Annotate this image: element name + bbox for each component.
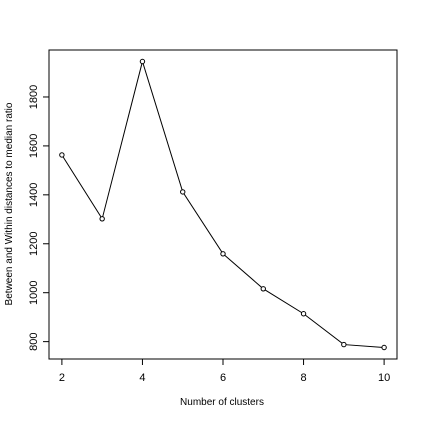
point bbox=[59, 152, 65, 158]
y-axis-label: Between and Within distances to median r… bbox=[4, 102, 15, 305]
y-tick-label: 1600 bbox=[28, 134, 40, 158]
point bbox=[300, 311, 307, 317]
point bbox=[220, 251, 226, 257]
x-tick-label: 6 bbox=[220, 372, 226, 384]
point bbox=[139, 58, 146, 65]
y-tick-label: 800 bbox=[28, 332, 40, 350]
point bbox=[180, 189, 186, 195]
y-tick-label: 1000 bbox=[28, 280, 40, 304]
point bbox=[260, 286, 266, 292]
y-tick-label: 1200 bbox=[28, 232, 40, 256]
point bbox=[341, 341, 347, 348]
x-tick-label: 10 bbox=[378, 372, 390, 384]
y-tick-label: 1800 bbox=[28, 85, 40, 109]
series-line bbox=[61, 59, 385, 348]
point bbox=[381, 344, 387, 351]
y-tick-label: 1400 bbox=[28, 183, 40, 207]
x-tick-label: 4 bbox=[139, 372, 145, 384]
point bbox=[99, 216, 105, 222]
plot-frame bbox=[48, 49, 398, 360]
x-tick-label: 2 bbox=[59, 372, 65, 384]
x-tick-label: 8 bbox=[300, 372, 306, 384]
x-axis-label: Number of clusters bbox=[180, 397, 264, 408]
